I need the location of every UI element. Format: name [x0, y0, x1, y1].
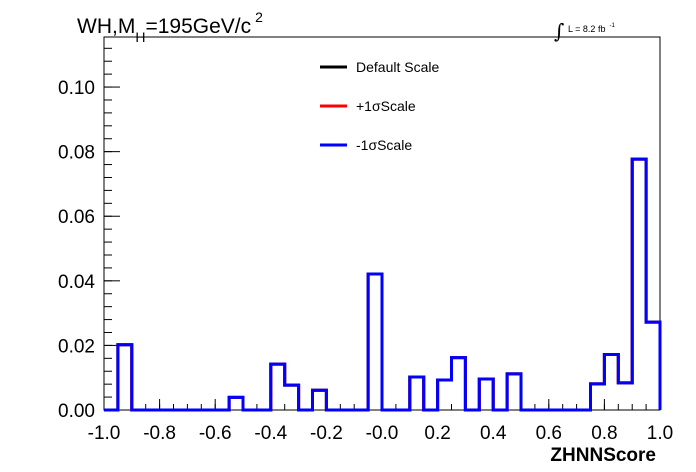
y-tick-label: 0.04	[58, 272, 95, 293]
x-tick-label: -1.0	[88, 423, 121, 444]
x-tick-label: 0.2	[424, 423, 450, 444]
histogram-series-3	[104, 157, 662, 412]
x-tick-label: -0.8	[143, 423, 176, 444]
x-tick-label: -0.0	[366, 423, 399, 444]
x-tick-label: -0.4	[254, 423, 287, 444]
y-tick-label: 0.00	[58, 401, 95, 422]
y-axis: 0.00 0.02 0.04 0.06 0.08 0.10	[58, 47, 120, 422]
chart-title: WH,MH=195GeV/c 2	[77, 9, 263, 45]
y-tick-label: 0.10	[58, 78, 95, 99]
y-tick-label: 0.02	[58, 336, 95, 357]
x-tick-label: 0.8	[591, 423, 617, 444]
x-tick-label: 1.0	[647, 423, 673, 444]
x-tick-label: -0.6	[199, 423, 232, 444]
x-tick-label: 0.6	[536, 423, 562, 444]
x-tick-label: 0.4	[480, 423, 507, 444]
y-tick-label: 0.08	[58, 143, 95, 164]
series-layer	[104, 157, 662, 412]
y-tick-label: 0.06	[58, 207, 95, 228]
legend-entry-label: Default Scale	[356, 59, 439, 75]
x-axis: -1.0 -0.8 -0.6 -0.4 -0.2 -0.0 0.2 0.4 0.6 0.8 1.0	[88, 399, 673, 444]
luminosity-text: L = 8.2 fb	[568, 24, 605, 34]
legend-entry-label: +1σScale	[356, 98, 416, 114]
title-suffix: =195GeV/c	[145, 15, 251, 38]
integral-symbol: ∫	[554, 19, 564, 43]
title-prefix: WH,M	[77, 15, 135, 38]
x-axis-label: ZHNNScore	[550, 445, 656, 466]
luminosity-exponent: -1	[609, 23, 615, 29]
luminosity-label: L = 8.2 fb -1	[568, 23, 615, 34]
legend: Default Scale +1σScale -1σScale	[320, 59, 439, 153]
legend-entry-label: -1σScale	[356, 137, 412, 153]
title-superscript: 2	[255, 9, 263, 25]
x-tick-label: -0.2	[310, 423, 343, 444]
